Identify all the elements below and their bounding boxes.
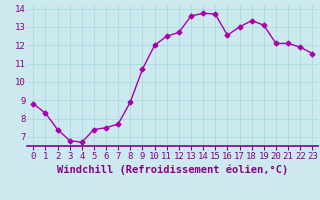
X-axis label: Windchill (Refroidissement éolien,°C): Windchill (Refroidissement éolien,°C) — [57, 165, 288, 175]
